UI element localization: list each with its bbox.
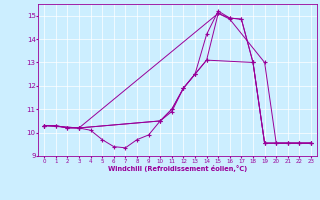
X-axis label: Windchill (Refroidissement éolien,°C): Windchill (Refroidissement éolien,°C) [108,165,247,172]
